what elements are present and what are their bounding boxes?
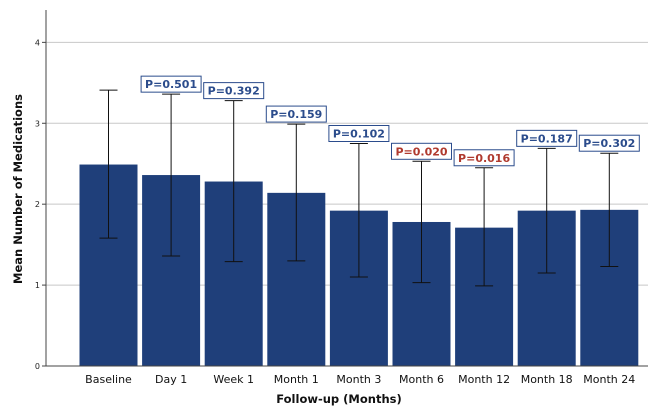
p-value-label: P=0.102: [333, 128, 385, 141]
x-category-label: Month 6: [399, 373, 444, 386]
p-value-box: [328, 125, 390, 142]
p-value-label: P=0.187: [521, 132, 573, 145]
y-tick-label: 2: [35, 200, 40, 209]
x-axis-categories: Baseline Day 1 Week 1 Month 1 Month 3 Month 6…: [85, 373, 635, 386]
p-value-box: [578, 134, 640, 152]
y-tick-label: 3: [35, 119, 40, 128]
y-axis-ticks: 0 1 2 3 4: [35, 38, 46, 371]
p-value-label: P=0.302: [583, 137, 635, 150]
y-axis-title: Mean Number of Medications: [11, 94, 25, 284]
x-category-label: Month 18: [521, 373, 573, 386]
p-value-label: P=0.020: [395, 145, 447, 158]
x-category-label: Month 1: [274, 373, 319, 386]
p-value-box: [203, 82, 265, 100]
y-tick-label: 4: [35, 38, 40, 47]
x-category-label: Day 1: [155, 373, 187, 386]
p-value-label: P=0.501: [145, 78, 197, 91]
x-category-label: Month 24: [583, 373, 635, 386]
p-value-label: P=0.159: [270, 108, 322, 121]
error-bars: [99, 89, 619, 287]
x-axis-title: Follow-up (Months): [276, 392, 401, 406]
p-value-box: [516, 129, 578, 147]
x-category-label: Month 3: [336, 373, 381, 386]
y-tick-label: 1: [35, 281, 40, 290]
x-category-label: Baseline: [85, 373, 132, 386]
x-category-label: Week 1: [213, 373, 254, 386]
p-value-box: [265, 105, 327, 123]
p-value-box: [140, 75, 202, 93]
p-value-label: P=0.392: [208, 85, 260, 98]
p-value-box: [391, 142, 452, 160]
y-tick-label: 0: [35, 362, 40, 371]
p-value-labels: P=0.501 P=0.392 P=0.159 P=0.102 P=0.020 P=0.0…: [140, 75, 640, 167]
x-category-label: Month 12: [458, 373, 510, 386]
p-value-box: [453, 149, 515, 167]
p-value-label: P=0.016: [458, 152, 510, 165]
